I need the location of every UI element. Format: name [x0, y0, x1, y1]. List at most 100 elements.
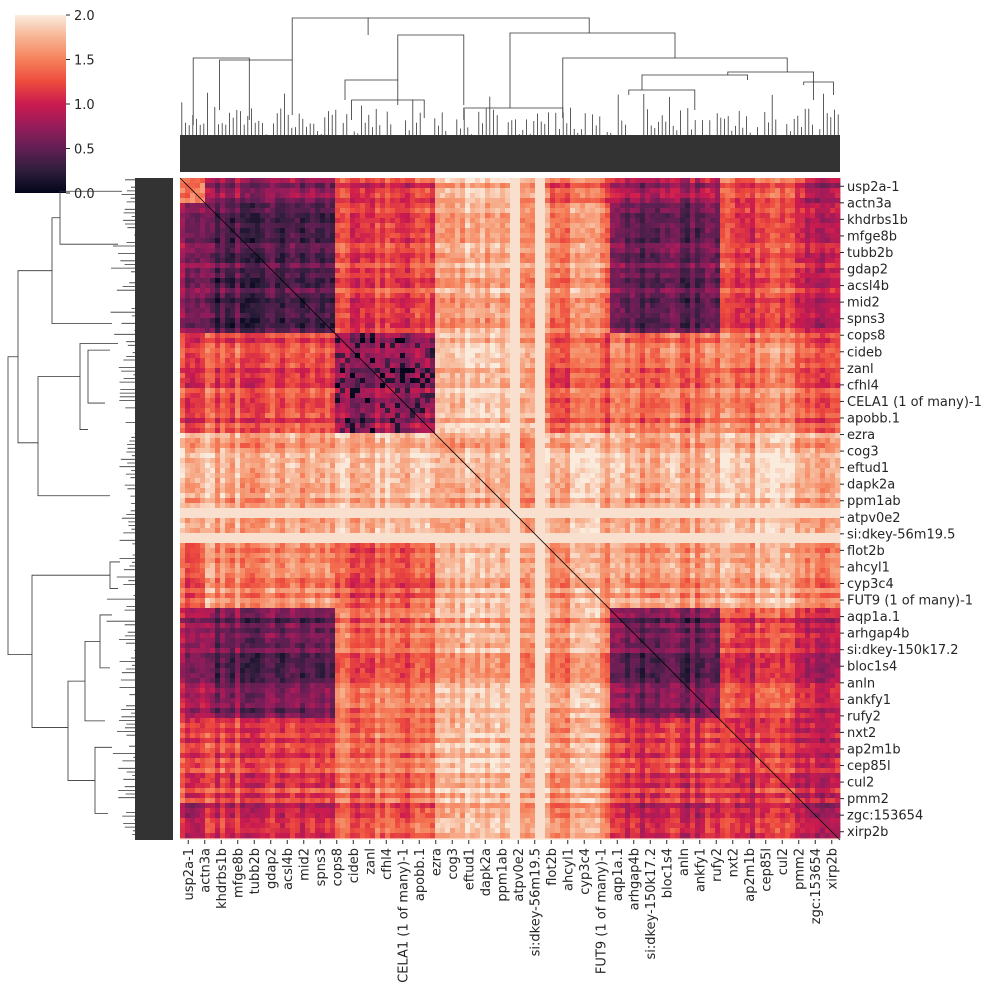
heatmap-cell [680, 283, 686, 289]
heatmap-cell [535, 228, 541, 234]
heatmap-cell [465, 218, 471, 224]
heatmap-cell [460, 348, 466, 354]
heatmap-cell [225, 333, 231, 339]
heatmap-cell [505, 178, 511, 184]
heatmap-cell [565, 218, 571, 224]
heatmap-cell [495, 213, 501, 219]
dendrogram-link [192, 57, 250, 125]
heatmap-cell [505, 303, 511, 309]
heatmap-cell [740, 218, 746, 224]
heatmap-cell [185, 313, 191, 319]
heatmap-cell [245, 253, 251, 259]
heatmap-cell [525, 248, 531, 254]
heatmap-cell [585, 188, 591, 194]
heatmap-cell [655, 303, 661, 309]
heatmap-cell [700, 213, 706, 219]
heatmap-cell [805, 328, 811, 334]
heatmap-cell [235, 218, 241, 224]
heatmap-cell [690, 263, 696, 269]
heatmap-cell [325, 283, 331, 289]
heatmap-cell [405, 333, 411, 339]
heatmap-cell [750, 243, 756, 249]
heatmap-cell [215, 183, 221, 189]
heatmap-cell [325, 198, 331, 204]
heatmap-cell [580, 178, 586, 184]
heatmap-cell [630, 188, 636, 194]
heatmap-cell [785, 233, 791, 239]
heatmap-cell [295, 323, 301, 329]
heatmap-cell [675, 283, 681, 289]
heatmap-cell [805, 303, 811, 309]
heatmap-cell [465, 233, 471, 239]
heatmap-cell [830, 243, 836, 249]
heatmap-cell [705, 183, 711, 189]
heatmap-cell [695, 288, 701, 294]
heatmap-cell [770, 273, 776, 279]
heatmap-cell [535, 198, 541, 204]
heatmap-cell [605, 308, 611, 314]
heatmap-cell [610, 198, 616, 204]
heatmap-cell [480, 248, 486, 254]
heatmap-cell [555, 218, 561, 224]
heatmap-cell [300, 263, 306, 269]
heatmap-cell [665, 303, 671, 309]
heatmap-cell [470, 248, 476, 254]
heatmap-cell [315, 333, 321, 339]
heatmap-cell [550, 273, 556, 279]
heatmap-cell [485, 218, 491, 224]
heatmap-cell [530, 283, 536, 289]
heatmap-cell [350, 313, 356, 319]
heatmap-cell [195, 343, 201, 349]
heatmap-cell [480, 268, 486, 274]
heatmap-cell [690, 303, 696, 309]
heatmap-cell [800, 268, 806, 274]
heatmap-cell [715, 343, 721, 349]
heatmap-cell [270, 323, 276, 329]
heatmap-cell [785, 273, 791, 279]
heatmap-cell [705, 203, 711, 209]
heatmap-cell [195, 278, 201, 284]
heatmap-cell [555, 303, 561, 309]
heatmap-cell [645, 233, 651, 239]
heatmap-cell [580, 193, 586, 199]
heatmap-cell [650, 278, 656, 284]
heatmap-cell [225, 243, 231, 249]
heatmap-cell [575, 343, 581, 349]
heatmap-cell [635, 178, 641, 184]
heatmap-cell [585, 193, 591, 199]
heatmap-cell [625, 213, 631, 219]
heatmap-cell [410, 263, 416, 269]
heatmap-cell [430, 238, 436, 244]
heatmap-cell [425, 183, 431, 189]
heatmap-cell [425, 293, 431, 299]
heatmap-cell [820, 183, 826, 189]
heatmap-cell [605, 338, 611, 344]
heatmap-cell [575, 288, 581, 294]
heatmap-cell [320, 233, 326, 239]
heatmap-cell [310, 333, 316, 339]
heatmap-cell [755, 268, 761, 274]
dendrogram-link [344, 79, 399, 105]
heatmap-cell [550, 338, 556, 344]
heatmap-cell [490, 298, 496, 304]
heatmap-cell [480, 188, 486, 194]
heatmap-cell [360, 233, 366, 239]
heatmap-cell [215, 343, 221, 349]
heatmap-cell [415, 183, 421, 189]
heatmap-cell [815, 218, 821, 224]
heatmap-cell [180, 293, 186, 299]
heatmap-cell [440, 293, 446, 299]
heatmap-cell [445, 193, 451, 199]
heatmap-cell [720, 268, 726, 274]
heatmap-cell [615, 203, 621, 209]
heatmap-cell [365, 328, 371, 334]
heatmap-cell [730, 318, 736, 324]
heatmap-cell [250, 253, 256, 259]
heatmap-cell [585, 293, 591, 299]
heatmap-cell [440, 253, 446, 259]
heatmap-cell [445, 208, 451, 214]
heatmap-cell [810, 293, 816, 299]
heatmap-cell [485, 308, 491, 314]
heatmap-cell [400, 283, 406, 289]
heatmap-cell [325, 248, 331, 254]
